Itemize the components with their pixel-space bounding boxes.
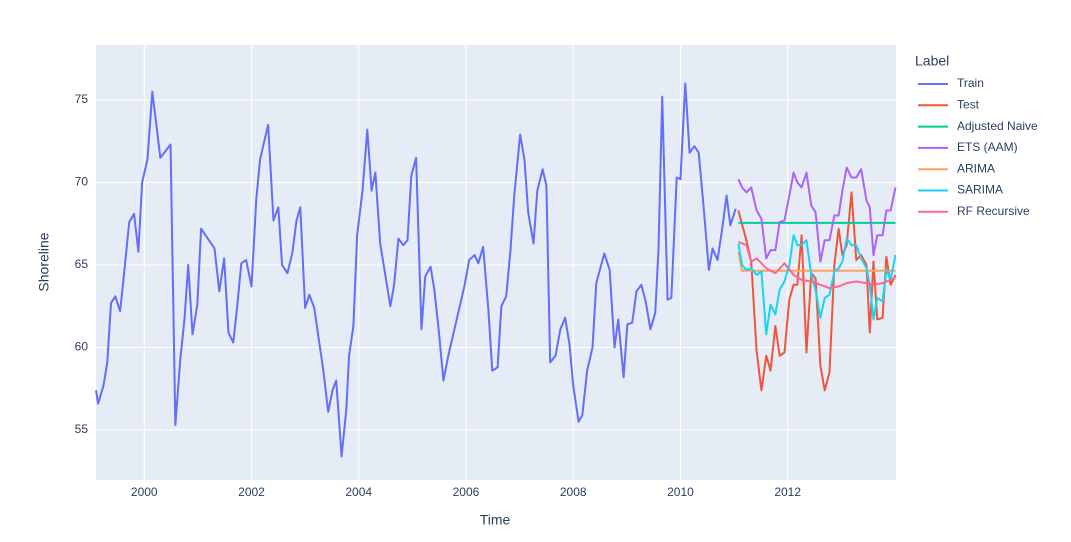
series-line <box>737 166 897 263</box>
y-tick-label: 65 <box>75 257 89 271</box>
x-tick-label: 2006 <box>453 485 480 499</box>
legend-label: Adjusted Naive <box>957 119 1038 133</box>
legend-label: SARIMA <box>957 183 1003 197</box>
y-tick-label: 55 <box>75 422 89 436</box>
x-tick-label: 2000 <box>131 485 158 499</box>
legend-title: Label <box>915 53 949 69</box>
series-line <box>737 251 896 272</box>
y-tick-label: 75 <box>75 92 89 106</box>
legend-label: RF Recursive <box>957 204 1030 218</box>
series-line <box>737 191 897 392</box>
x-tick-label: 2002 <box>238 485 265 499</box>
plot-background <box>96 45 896 480</box>
y-tick-label: 60 <box>75 340 89 354</box>
y-axis-title: Shoreline <box>36 232 52 291</box>
series-line <box>95 82 737 458</box>
legend-label: ETS (AAM) <box>957 140 1018 154</box>
series-line <box>737 240 896 290</box>
x-tick-label: 2008 <box>560 485 587 499</box>
legend-label: Test <box>957 97 980 111</box>
series-line <box>737 234 897 336</box>
legend-label: Train <box>957 76 984 90</box>
x-tick-label: 2004 <box>345 485 372 499</box>
x-axis-title: Time <box>480 512 511 528</box>
x-tick-label: 2010 <box>667 485 694 499</box>
y-tick-label: 70 <box>75 175 89 189</box>
x-tick-label: 2012 <box>774 485 801 499</box>
legend-label: ARIMA <box>957 161 995 175</box>
